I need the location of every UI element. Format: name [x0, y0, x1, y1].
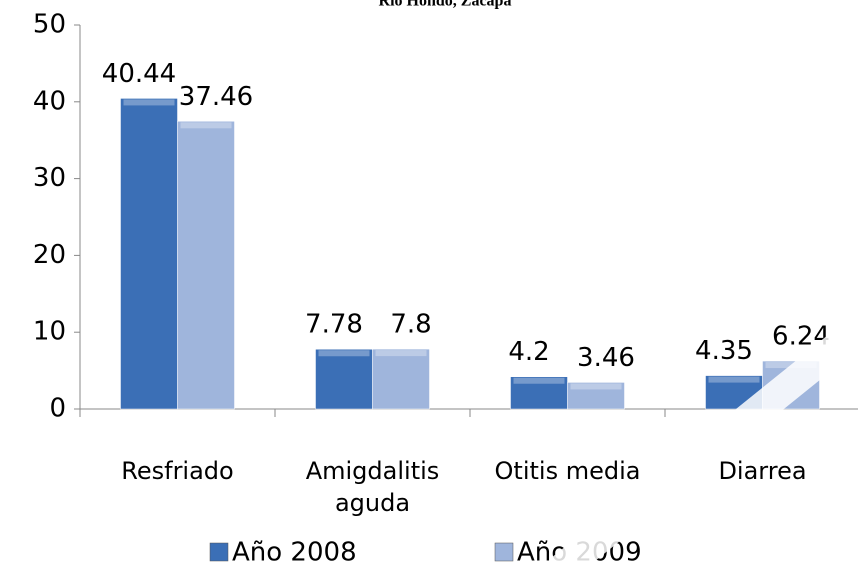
bar [372, 348, 430, 410]
bar [567, 382, 625, 410]
data-label: 4.35 [695, 336, 753, 366]
x-tick-label: Resfriado [121, 457, 234, 485]
data-label: 40.44 [102, 59, 176, 89]
y-tick-label: 20 [33, 240, 66, 270]
data-label: 4.2 [508, 337, 549, 367]
legend-swatch [494, 542, 514, 562]
y-tick-label: 30 [33, 163, 66, 193]
bar [315, 348, 373, 410]
y-tick-label: 0 [49, 394, 66, 424]
legend-label: Año 2008 [232, 538, 357, 568]
x-tick-label: Otitis media [494, 457, 641, 485]
bar-highlight [180, 122, 232, 129]
bar-highlight [570, 383, 622, 390]
bar-highlight [123, 99, 175, 106]
data-label: 37.46 [179, 82, 253, 112]
data-label: 7.78 [305, 310, 363, 340]
bar [177, 121, 235, 410]
data-label: 3.46 [577, 343, 635, 373]
x-tick-label: Amigdalitis aguda [305, 457, 440, 517]
x-tick-label: Diarrea [718, 457, 807, 485]
bar [120, 98, 178, 410]
bar-highlight [318, 350, 370, 357]
data-label: 7.8 [390, 310, 431, 340]
bar-highlight [375, 350, 427, 357]
y-tick-label: 50 [33, 10, 66, 40]
bar-highlight [708, 376, 760, 383]
legend-swatch [209, 542, 229, 562]
bar [510, 376, 568, 410]
y-tick-label: 40 [33, 86, 66, 116]
decor-stroke [550, 318, 858, 570]
y-tick-label: 10 [33, 317, 66, 347]
chart-title: Río Hondo, Zacapa [379, 0, 512, 10]
bar-highlight [513, 377, 565, 384]
